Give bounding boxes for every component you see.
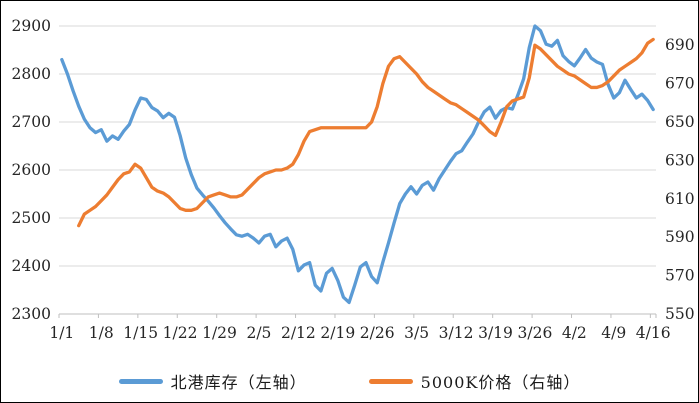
left-axis-label: 2700: [12, 113, 51, 131]
right-axis-label: 630: [665, 151, 695, 169]
legend-item-inventory: 北港库存（左轴）: [118, 369, 307, 393]
x-axis-label: 1/1: [49, 324, 74, 342]
right-axis-label: 670: [665, 75, 695, 93]
dual-axis-line-chart: 2900 2800 2700 2600 2500 2400 2300 690 670 650 630…: [12, 17, 695, 342]
series-line-price: [77, 37, 655, 228]
right-axis-label: 650: [665, 113, 695, 131]
x-axis-label: 2/12: [281, 324, 316, 342]
chart-legend: 北港库存（左轴） 5000K价格（右轴）: [1, 361, 698, 401]
right-axis-label: 610: [665, 190, 695, 208]
series-line-inventory: [60, 24, 655, 305]
x-axis-label: 2/5: [246, 324, 271, 342]
x-axis-label: 2/19: [320, 324, 355, 342]
left-axis-label: 2300: [12, 305, 51, 323]
left-axis-label: 2800: [12, 65, 51, 83]
right-axis-label: 590: [665, 228, 695, 246]
x-axis-label: 1/22: [163, 324, 198, 342]
legend-label-price: 5000K价格（右轴）: [420, 373, 581, 392]
x-axis-label: 4/2: [562, 324, 587, 342]
x-axis-label: 3/26: [518, 324, 553, 342]
x-axis-label: 3/19: [478, 324, 513, 342]
left-axis-label: 2900: [12, 17, 51, 35]
right-axis-label: 550: [665, 305, 695, 323]
x-axis-label: 1/29: [202, 324, 237, 342]
x-axis-label: 3/12: [439, 324, 474, 342]
left-axis-label: 2500: [12, 209, 51, 227]
right-axis-label: 570: [665, 267, 695, 285]
legend-item-price: 5000K价格（右轴）: [368, 369, 581, 393]
x-axis-label: 2/26: [360, 324, 395, 342]
legend-label-inventory: 北港库存（左轴）: [170, 373, 307, 392]
right-axis-label: 690: [665, 36, 695, 54]
left-axis-label: 2600: [12, 161, 51, 179]
left-axis-label: 2400: [12, 257, 51, 275]
x-axis-label: 4/16: [636, 324, 671, 342]
x-axis-label: 1/8: [89, 324, 114, 342]
price-line-swatch: [368, 378, 413, 384]
inventory-line-swatch: [118, 378, 163, 384]
x-axis-label: 4/9: [601, 324, 626, 342]
x-axis-label: 1/15: [123, 324, 158, 342]
x-axis-label: 3/5: [404, 324, 429, 342]
